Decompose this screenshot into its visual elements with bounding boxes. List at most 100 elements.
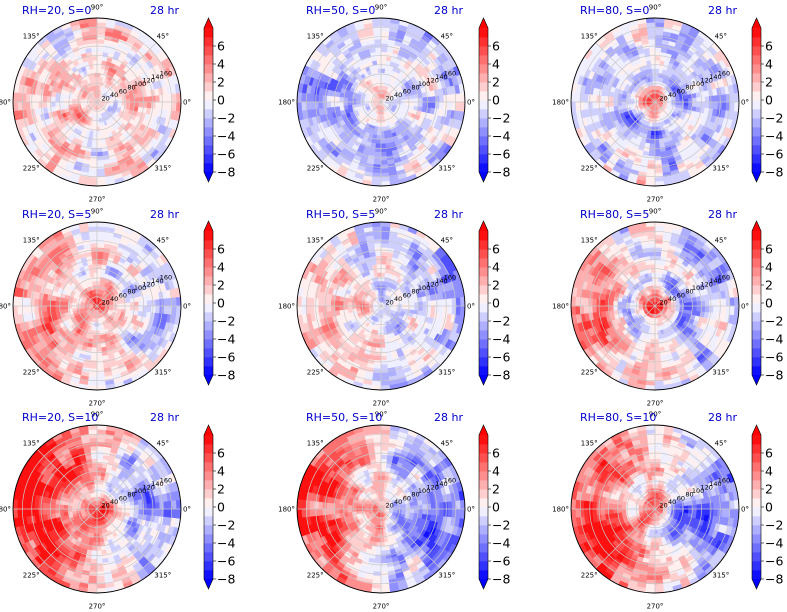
field-cell bbox=[89, 242, 98, 248]
colorbar-segment bbox=[752, 46, 761, 56]
field-cell bbox=[96, 234, 106, 240]
colorbar-segment bbox=[204, 267, 213, 277]
field-cell bbox=[88, 234, 98, 240]
field-cell bbox=[326, 95, 332, 103]
field-cell bbox=[37, 305, 44, 313]
field-cell bbox=[600, 101, 606, 109]
field-cell bbox=[422, 101, 428, 108]
field-cell bbox=[37, 95, 44, 103]
polar-grid bbox=[571, 18, 739, 186]
field-cell bbox=[422, 96, 428, 103]
field-cell bbox=[372, 168, 382, 174]
radial-tick-label: 160 bbox=[160, 273, 172, 281]
field-cell bbox=[321, 95, 328, 103]
colorbar-tick-label: −6 bbox=[217, 350, 235, 365]
field-cell bbox=[89, 38, 98, 44]
colorbar-tick-label: −4 bbox=[492, 129, 510, 144]
field-cell bbox=[96, 251, 104, 257]
field-cell bbox=[651, 126, 656, 132]
field-cell bbox=[25, 305, 31, 315]
angle-tick-label: 225° bbox=[23, 164, 40, 172]
radial-tick-label: 120 bbox=[142, 77, 154, 85]
colorbar-segment bbox=[204, 231, 213, 241]
field-cell bbox=[447, 101, 453, 111]
angle-tick-label: 315° bbox=[154, 164, 171, 172]
field-cell bbox=[96, 372, 106, 378]
field-cell bbox=[439, 101, 445, 110]
field-cell bbox=[96, 280, 101, 286]
field-cell bbox=[96, 42, 104, 49]
angle-tick-label: 0° bbox=[183, 303, 191, 311]
polar-panel: 20 40 60 8010012014016090°45°0°315°270°225°… bbox=[278, 208, 510, 408]
field-cell bbox=[647, 38, 656, 44]
field-cell bbox=[648, 42, 656, 49]
field-cell bbox=[91, 347, 98, 353]
field-cell bbox=[96, 259, 103, 265]
angle-tick-label: 270° bbox=[373, 196, 390, 204]
radial-tick-label: 160 bbox=[718, 69, 730, 77]
field-cell bbox=[654, 155, 662, 162]
field-cell bbox=[708, 95, 715, 103]
field-cell bbox=[91, 55, 98, 61]
field-cell bbox=[646, 168, 656, 174]
colorbar-segment bbox=[479, 55, 488, 65]
field-cell bbox=[608, 96, 614, 103]
field-cell bbox=[50, 96, 56, 103]
field-cell bbox=[91, 139, 98, 145]
field-cell bbox=[654, 38, 663, 44]
colorbar-tick-label: 0 bbox=[217, 296, 225, 311]
field-cell bbox=[88, 30, 98, 36]
field-cell bbox=[96, 47, 104, 53]
radial-tick-label: 60 bbox=[119, 87, 127, 95]
colorbar-segment bbox=[204, 249, 213, 259]
colorbar-tick-label: 0 bbox=[492, 93, 500, 108]
colorbar-segment bbox=[479, 145, 488, 155]
angle-tick-label: 135° bbox=[307, 33, 324, 41]
polar-grid bbox=[13, 18, 181, 186]
field-cell bbox=[155, 101, 161, 110]
colorbar-segment bbox=[204, 55, 213, 65]
colorbar-tick-label: 4 bbox=[217, 57, 225, 72]
colorbar-extend-max bbox=[204, 18, 213, 28]
colorbar-tick-label: −2 bbox=[492, 111, 510, 126]
field-cell bbox=[401, 101, 407, 106]
colorbar-segment bbox=[204, 321, 213, 331]
radial-tick-label: 20 bbox=[659, 94, 667, 102]
panel-time-label: 28 hr bbox=[150, 208, 179, 221]
field-cell bbox=[96, 76, 101, 82]
colorbar-segment bbox=[752, 64, 761, 74]
angle-tick-label: 135° bbox=[581, 33, 598, 41]
field-cell bbox=[405, 101, 411, 106]
field-cell bbox=[96, 263, 103, 269]
field-cell bbox=[595, 95, 602, 103]
colorbar-tick-label: 2 bbox=[492, 75, 500, 90]
field-cell bbox=[134, 101, 140, 108]
colorbar-segment bbox=[204, 312, 213, 322]
colorbar-segment bbox=[204, 64, 213, 74]
colorbar-tick-label: −8 bbox=[217, 165, 235, 180]
field-cell bbox=[146, 101, 152, 109]
colorbar-segment bbox=[752, 127, 761, 137]
field-cell bbox=[89, 160, 98, 166]
field-cell bbox=[375, 55, 382, 61]
field-cell bbox=[326, 101, 332, 109]
field-cell bbox=[583, 101, 589, 111]
colorbar-extend-min bbox=[752, 172, 761, 182]
radial-tick-label: 20 bbox=[101, 298, 109, 306]
colorbar-segment bbox=[752, 55, 761, 65]
field-cell bbox=[96, 359, 104, 366]
field-cell bbox=[334, 96, 340, 103]
colorbar-tick-label: −6 bbox=[217, 147, 235, 162]
field-cell bbox=[696, 101, 702, 108]
angle-tick-label: 0° bbox=[183, 99, 191, 107]
field-cell bbox=[591, 94, 597, 103]
colorbar-tick-label: −6 bbox=[492, 147, 510, 162]
angle-tick-label: 0° bbox=[467, 99, 475, 107]
field-cell bbox=[91, 143, 98, 149]
colorbar-extend-min bbox=[204, 172, 213, 182]
field-cell bbox=[90, 246, 98, 253]
field-cell bbox=[117, 101, 123, 106]
field-cell bbox=[704, 101, 710, 109]
panel-title: RH=20, S=0 bbox=[22, 4, 91, 17]
field-cell bbox=[71, 302, 77, 307]
